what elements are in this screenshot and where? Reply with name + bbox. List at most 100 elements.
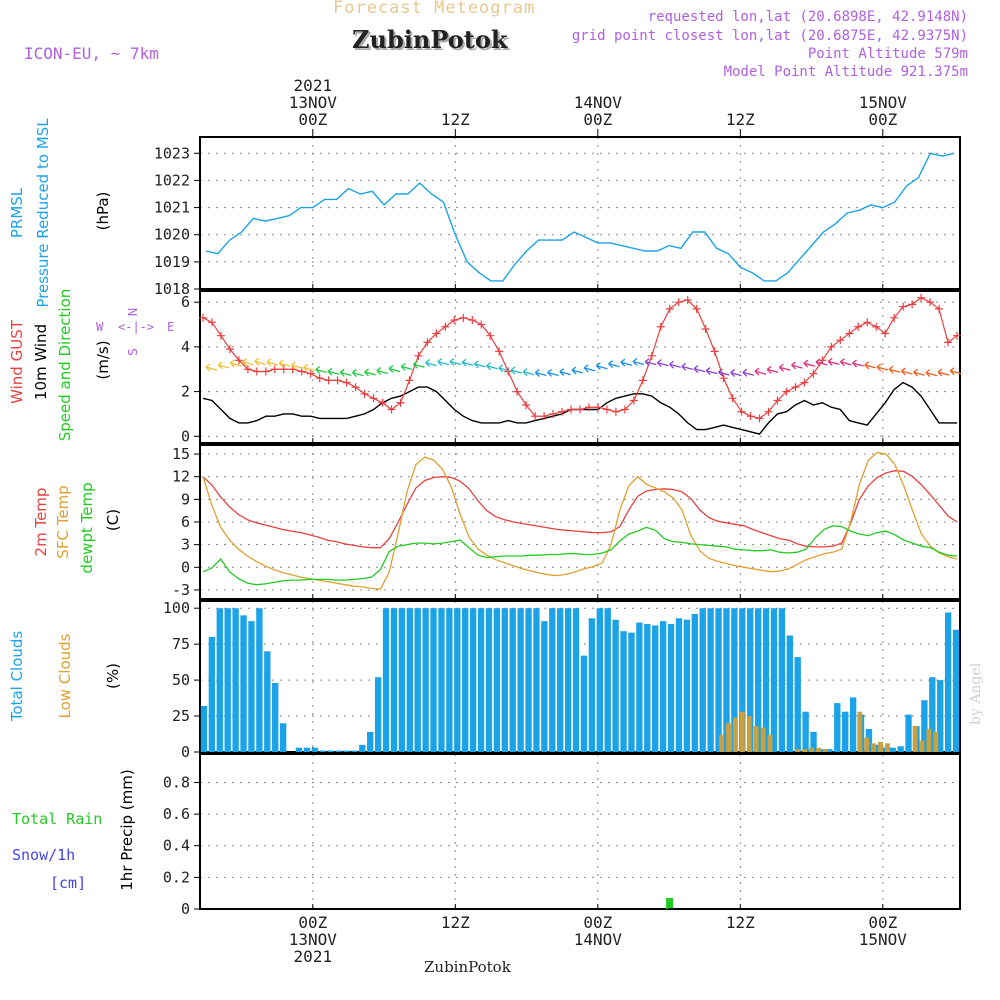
total-cloud-bar xyxy=(897,746,904,752)
wind-arrow xyxy=(717,368,730,377)
top-axis-label: 2021 xyxy=(294,76,333,95)
panel-frame-clouds xyxy=(199,600,961,753)
gust-marker xyxy=(414,351,423,360)
low-cloud-bar xyxy=(933,731,939,752)
total-cloud-bar xyxy=(398,608,406,752)
gust-marker xyxy=(683,295,692,304)
wind-arrow xyxy=(534,368,547,377)
gust-marker xyxy=(611,407,620,416)
ytick-label-wind: 2 xyxy=(181,383,190,401)
total-cloud-bar xyxy=(367,731,374,752)
total-cloud-bar xyxy=(794,657,801,752)
wind-arrow xyxy=(510,366,523,375)
total-cloud-bar xyxy=(786,635,793,752)
ytick-label-clouds: 75 xyxy=(172,635,190,653)
top-axis-label: 00Z xyxy=(583,110,612,129)
low-cloud-bar xyxy=(719,734,725,752)
gust-marker xyxy=(225,345,234,354)
bottom-axis-label: 00Z xyxy=(868,913,897,932)
total-cloud-bar xyxy=(873,744,881,752)
snow-unit-legend: [cm] xyxy=(50,874,86,892)
ytick-label-temperature: 9 xyxy=(181,490,190,508)
total-cloud-bar xyxy=(944,612,952,752)
gust-marker xyxy=(836,336,845,345)
total-cloud-bar xyxy=(343,750,350,752)
clouds-unit: (%) xyxy=(104,663,122,689)
total-cloud-bar xyxy=(303,747,311,752)
total-cloud-bar xyxy=(469,608,477,752)
gust-marker xyxy=(602,405,611,414)
ytick-label-clouds: 25 xyxy=(172,707,190,725)
wind-arrow xyxy=(522,368,535,377)
gust-marker xyxy=(207,318,216,327)
wind-arrow xyxy=(852,359,864,368)
gust-marker xyxy=(396,398,405,407)
precip-label: 1hr Precip (mm) xyxy=(118,769,136,890)
total-cloud-bar xyxy=(628,632,635,752)
total-cloud-bar xyxy=(462,608,469,752)
location-title: ZubinPotok xyxy=(352,25,508,54)
total-cloud-bar xyxy=(525,608,532,752)
gust-marker xyxy=(513,387,522,396)
ytick-label-temperature: 12 xyxy=(172,468,190,486)
wind-arrow xyxy=(632,357,645,366)
total-cloud-bar xyxy=(636,622,643,752)
gust-marker xyxy=(558,407,567,416)
total-cloud-bar xyxy=(240,615,247,752)
gust-marker xyxy=(917,293,926,302)
bottom-axis-label: 00Z xyxy=(298,913,327,932)
top-axis-label: 15NOV xyxy=(859,93,908,112)
total-cloud-bar xyxy=(889,747,896,752)
panel-frame-wind xyxy=(199,290,961,444)
wind-arrow xyxy=(254,357,266,366)
gust-marker xyxy=(369,394,378,403)
rain-bar xyxy=(666,897,674,909)
compass-arrows: <-|-> xyxy=(118,320,154,334)
total-cloud-bar xyxy=(533,608,540,752)
total-cloud-bar xyxy=(335,750,342,752)
gust-marker xyxy=(567,405,576,414)
total-cloud-bar xyxy=(929,677,936,752)
gust-marker xyxy=(423,338,432,347)
wind-arrow xyxy=(583,364,596,373)
total-cloud-bar xyxy=(620,631,627,752)
ytick-label-wind: 4 xyxy=(181,338,190,356)
gust-marker xyxy=(432,329,441,338)
gust-marker xyxy=(522,401,531,409)
total-cloud-bar xyxy=(731,608,738,752)
total-clouds-label: Total Clouds xyxy=(8,631,26,723)
top-axis-label: 00Z xyxy=(868,110,897,129)
wind-arrow xyxy=(608,360,620,369)
wind-arrow xyxy=(559,368,571,377)
total-cloud-bar xyxy=(739,608,746,752)
total-cloud-bar xyxy=(849,697,857,752)
low-clouds-label: Low Clouds xyxy=(56,633,74,718)
footer-location: ZubinPotok xyxy=(424,958,511,976)
wind-arrow xyxy=(266,358,279,367)
total-cloud-bar xyxy=(564,608,572,752)
low-cloud-bar xyxy=(733,717,738,752)
wind-arrow xyxy=(327,367,340,376)
gust-marker xyxy=(387,405,396,414)
total-cloud-bar xyxy=(675,618,683,752)
total-cloud-bar xyxy=(224,608,231,752)
wind-dir-label: Speed and Direction xyxy=(56,289,74,442)
wind-arrow xyxy=(730,369,742,378)
wind-arrow xyxy=(949,367,962,376)
gust-marker xyxy=(504,367,513,376)
gust-marker xyxy=(306,369,315,378)
gust-marker xyxy=(809,369,818,378)
low-cloud-bar xyxy=(809,747,814,752)
compass-e: E xyxy=(167,320,174,334)
ytick-label-precip: 0.2 xyxy=(163,868,190,886)
wind-arrow xyxy=(705,367,718,376)
ytick-label-clouds: 0 xyxy=(181,743,190,761)
gust-line xyxy=(202,296,958,420)
ytick-label-pressure: 1023 xyxy=(154,144,190,162)
top-axis-label: 00Z xyxy=(298,110,327,129)
total-cloud-bar xyxy=(644,624,651,752)
wind-arrow xyxy=(669,360,681,369)
total-cloud-bar xyxy=(604,608,611,752)
ytick-label-pressure: 1022 xyxy=(154,171,190,189)
